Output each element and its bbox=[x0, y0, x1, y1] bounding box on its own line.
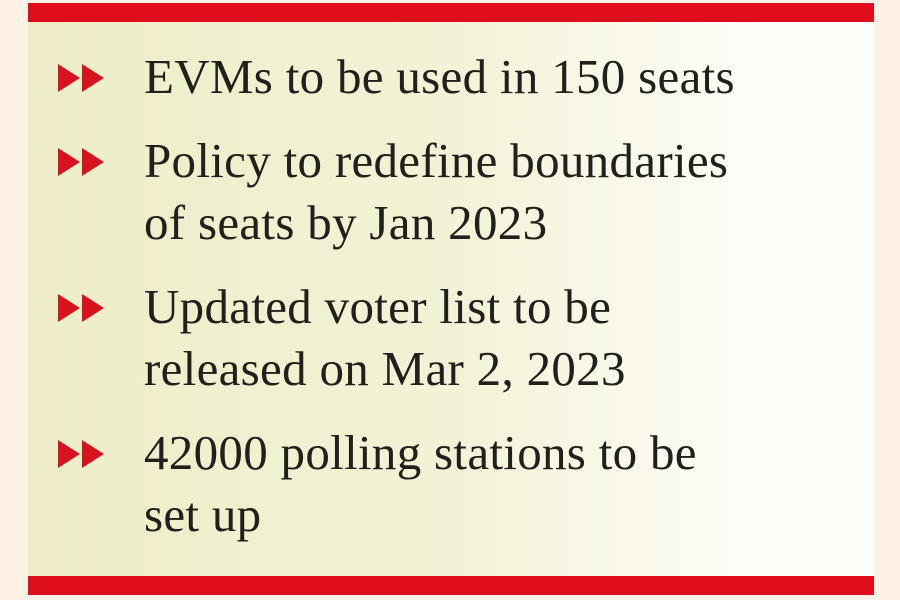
double-right-arrow-icon bbox=[58, 63, 106, 93]
list-item: 42000 polling stations to be set up bbox=[58, 422, 856, 546]
top-border-bar bbox=[28, 3, 874, 22]
info-card: EVMs to be used in 150 seats Policy to r… bbox=[28, 3, 874, 595]
list-item: EVMs to be used in 150 seats bbox=[58, 46, 856, 108]
double-right-arrow-icon bbox=[58, 293, 106, 323]
double-right-arrow-icon bbox=[58, 439, 106, 469]
list-item-text: EVMs to be used in 150 seats bbox=[144, 49, 735, 104]
list-item-text: 42000 polling stations to be set up bbox=[144, 425, 697, 542]
bottom-border-bar bbox=[28, 576, 874, 595]
list-item-text: Updated voter list to be released on Mar… bbox=[144, 279, 626, 396]
list-item: Updated voter list to be released on Mar… bbox=[58, 276, 856, 400]
list-item-text: Policy to redefine boundaries of seats b… bbox=[144, 133, 729, 250]
bullet-list: EVMs to be used in 150 seats Policy to r… bbox=[28, 22, 874, 576]
double-right-arrow-icon bbox=[58, 147, 106, 177]
list-item: Policy to redefine boundaries of seats b… bbox=[58, 130, 856, 254]
